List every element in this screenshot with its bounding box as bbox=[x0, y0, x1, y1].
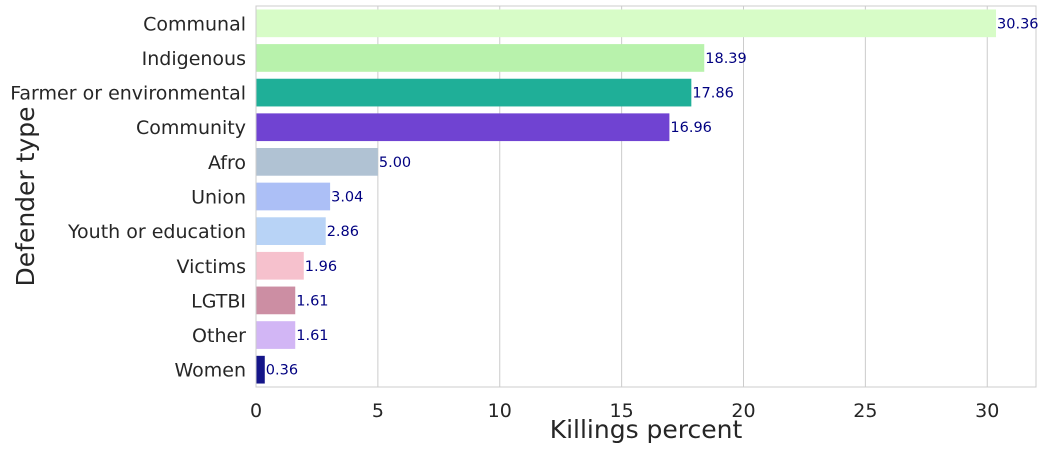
category-labels: Communal Indigenous Farmer or environmenta… bbox=[10, 13, 246, 381]
data-labels: 30.36 18.39 17.86 16.96 5.00 3.04 2.86 1.96 1.61… bbox=[266, 16, 1039, 378]
category-label: Other bbox=[192, 325, 246, 347]
data-label: 16.96 bbox=[670, 120, 712, 136]
category-label: Afro bbox=[208, 152, 246, 174]
bar-afro bbox=[256, 148, 378, 176]
data-label: 1.96 bbox=[305, 259, 337, 275]
x-tick-label: 25 bbox=[853, 400, 877, 422]
x-tick-label: 0 bbox=[250, 400, 262, 422]
bar-communal bbox=[256, 9, 997, 38]
x-tick-labels: 0 5 10 15 20 25 30 bbox=[250, 400, 999, 422]
data-label: 1.61 bbox=[296, 293, 328, 309]
data-label: 17.86 bbox=[692, 86, 734, 102]
bar-lgtbi bbox=[256, 286, 296, 315]
bar-victims bbox=[256, 251, 304, 280]
y-axis-title: Defender type bbox=[11, 107, 40, 287]
data-label: 3.04 bbox=[331, 190, 363, 206]
category-label: Youth or education bbox=[67, 221, 246, 243]
data-label: 30.36 bbox=[997, 16, 1039, 32]
bar-other bbox=[256, 321, 296, 349]
x-tick-label: 30 bbox=[975, 400, 999, 422]
x-tick-label: 10 bbox=[488, 400, 512, 422]
category-label: Communal bbox=[143, 13, 246, 35]
category-label: Union bbox=[191, 187, 246, 209]
bar-indigenous bbox=[256, 44, 705, 72]
category-label: Victims bbox=[177, 256, 246, 278]
x-tick-label: 15 bbox=[610, 400, 634, 422]
bar-farmer-or-environmental bbox=[256, 78, 692, 107]
plot-frame bbox=[255, 5, 1037, 388]
category-label: Farmer or environmental bbox=[10, 83, 246, 105]
x-tick-label: 20 bbox=[731, 400, 755, 422]
bar-women bbox=[256, 355, 265, 384]
data-label: 1.61 bbox=[296, 328, 328, 344]
data-label: 5.00 bbox=[379, 155, 411, 171]
data-label: 2.86 bbox=[327, 224, 359, 240]
bar-community bbox=[256, 113, 670, 142]
data-label: 0.36 bbox=[266, 363, 298, 379]
category-label: LGTBI bbox=[191, 290, 246, 312]
bar-youth-or-education bbox=[256, 217, 326, 245]
bar-union bbox=[256, 182, 331, 211]
category-label: Community bbox=[136, 117, 246, 139]
data-label: 18.39 bbox=[705, 51, 747, 67]
x-axis-title: Killings percent bbox=[550, 415, 743, 444]
bars bbox=[256, 9, 997, 384]
category-label: Indigenous bbox=[142, 48, 246, 70]
x-tick-label: 5 bbox=[372, 400, 384, 422]
category-label: Women bbox=[174, 360, 246, 382]
